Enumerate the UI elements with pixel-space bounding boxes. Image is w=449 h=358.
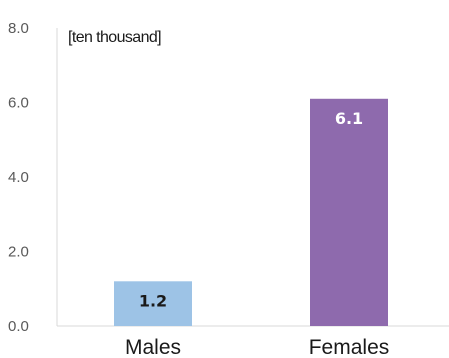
y-tick-label: 8.0 [8, 20, 29, 37]
y-tick-label: 4.0 [8, 169, 29, 186]
y-tick-label: 6.0 [8, 95, 29, 112]
unit-label: [ten thousand] [68, 29, 161, 46]
x-category-label: Males [125, 336, 181, 358]
data-label: 1.2 [139, 291, 167, 310]
x-category-label: Females [309, 336, 390, 358]
y-tick-label: 0.0 [8, 318, 29, 335]
y-tick-label: 2.0 [8, 244, 29, 261]
bar-females [310, 98, 388, 327]
bar-males [114, 281, 192, 326]
data-label: 6.1 [335, 109, 363, 128]
